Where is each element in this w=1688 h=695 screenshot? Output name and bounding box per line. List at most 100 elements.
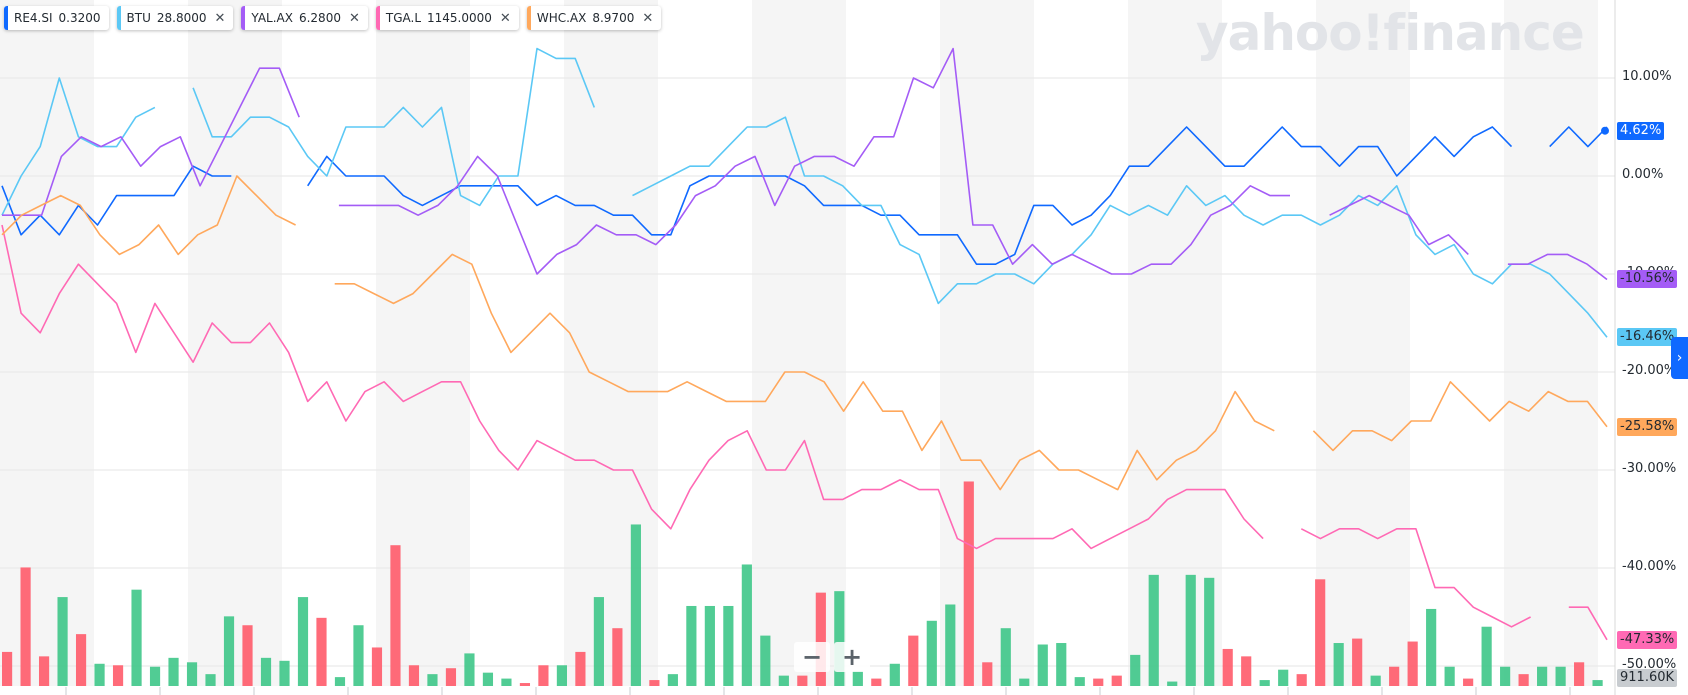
- volume-bar: [1426, 608, 1437, 686]
- close-icon[interactable]: ✕: [214, 10, 226, 26]
- volume-bar: [1407, 641, 1418, 686]
- background-band: [1316, 0, 1410, 686]
- volume-bar: [649, 680, 660, 686]
- volume-bar: [260, 657, 272, 686]
- volume-bar: [1481, 626, 1492, 686]
- background-band: [1504, 0, 1598, 686]
- volume-bar: [1222, 648, 1233, 686]
- volume-bar: [1278, 669, 1289, 686]
- y-tick-label: -20.00%: [1622, 363, 1677, 378]
- legend-price: 1145.0000: [427, 11, 492, 25]
- background-band: [564, 0, 658, 686]
- volume-bar: [223, 616, 235, 686]
- legend-chip-tga[interactable]: TGA.L 1145.0000 ✕: [375, 6, 519, 30]
- volume-bar: [1019, 678, 1030, 686]
- volume-bar: [112, 665, 124, 686]
- volume-bar: [1130, 654, 1141, 686]
- volume-bar: [889, 663, 900, 686]
- y-tick-label: -40.00%: [1622, 559, 1677, 574]
- volume-bar: [1370, 675, 1381, 686]
- last-value-badge: 4.62%: [1617, 121, 1665, 140]
- volume-bar: [908, 635, 919, 686]
- series-color-swatch: [4, 6, 8, 30]
- volume-bar: [1111, 675, 1122, 686]
- legend-price: 28.8000: [156, 11, 207, 25]
- volume-bar: [94, 663, 105, 686]
- volume-bar: [186, 662, 198, 686]
- background-band: [940, 0, 1034, 686]
- volume-bar: [852, 671, 863, 686]
- volume-bar: [741, 564, 752, 686]
- background-band: [752, 0, 846, 686]
- volume-bar: [686, 605, 697, 686]
- volume-bar: [871, 678, 882, 686]
- legend-symbol: WHC.AX: [536, 11, 587, 25]
- y-tick-label: -30.00%: [1622, 461, 1677, 476]
- volume-bar: [612, 628, 623, 686]
- volume-bar: [704, 605, 715, 686]
- y-tick-label: 0.00%: [1622, 167, 1664, 182]
- volume-bar: [1463, 678, 1474, 686]
- expand-panel-button[interactable]: ›: [1671, 337, 1688, 379]
- last-value-badge: -10.56%: [1617, 270, 1678, 289]
- volume-bar: [38, 656, 50, 686]
- volume-bar: [390, 545, 401, 686]
- volume-bar: [1333, 643, 1344, 686]
- volume-bar: [926, 620, 937, 686]
- volume-bar: [519, 683, 531, 686]
- legend-chip-re4[interactable]: RE4.SI 0.3200: [4, 6, 109, 30]
- volume-bar: [168, 657, 179, 686]
- volume-bar: [1204, 577, 1215, 686]
- series-line-yal-ax: [2, 47, 1608, 281]
- zoom-out-button[interactable]: −: [794, 642, 830, 672]
- background-band: [376, 0, 470, 686]
- volume-bar: [1167, 681, 1178, 686]
- legend-chip-btu[interactable]: BTU 28.8000 ✕: [116, 6, 234, 30]
- volume-bar: [1352, 638, 1363, 686]
- volume-bar: [149, 666, 161, 686]
- volume-bar: [1518, 674, 1529, 686]
- series-color-swatch: [241, 6, 246, 30]
- close-icon[interactable]: ✕: [642, 10, 654, 26]
- background-band: [1128, 0, 1222, 686]
- volume-bar: [1241, 656, 1252, 686]
- legend-symbol: RE4.SI: [14, 11, 53, 25]
- volume-bar: [75, 634, 87, 686]
- volume-bar: [538, 665, 549, 686]
- legend-price: 6.2800: [298, 11, 341, 25]
- volume-bar: [963, 481, 974, 686]
- last-value-badge: -25.58%: [1617, 417, 1678, 436]
- volume-bar: [982, 662, 993, 686]
- volume-bar: [1074, 677, 1085, 686]
- volume-bar: [630, 524, 641, 686]
- volume-bar: [1093, 678, 1104, 686]
- legend-price: 0.3200: [58, 11, 101, 25]
- volume-bar: [760, 635, 771, 686]
- legend-chip-yal[interactable]: YAL.AX 6.2800 ✕: [241, 6, 368, 30]
- close-icon[interactable]: ✕: [499, 10, 511, 26]
- volume-bar: [1056, 643, 1067, 686]
- volume-bar: [205, 674, 216, 686]
- volume-bar: [501, 678, 512, 686]
- series-line-tga-l: [1, 224, 1608, 641]
- volume-bar: [316, 617, 327, 686]
- close-icon[interactable]: ✕: [348, 10, 360, 26]
- volume-bar: [1574, 662, 1585, 686]
- volume-bar: [297, 597, 309, 686]
- volume-bar: [242, 625, 253, 686]
- legend-chip-whc[interactable]: WHC.AX 8.9700 ✕: [526, 6, 662, 30]
- volume-bar: [1037, 644, 1048, 686]
- volume-bar: [556, 665, 567, 686]
- series-color-swatch: [526, 6, 531, 30]
- yahoo-finance-watermark: yahoo!finance: [1196, 4, 1585, 62]
- volume-bar: [1444, 666, 1455, 686]
- volume-bar: [464, 653, 475, 686]
- last-value-badge: -16.46%: [1617, 328, 1678, 347]
- volume-bar: [834, 591, 845, 686]
- zoom-in-button[interactable]: +: [834, 642, 870, 672]
- volume-bar: [1315, 579, 1326, 686]
- volume-bar: [131, 589, 142, 686]
- volume-bar: [1500, 666, 1511, 686]
- series-line-whc-ax: [1, 175, 1608, 491]
